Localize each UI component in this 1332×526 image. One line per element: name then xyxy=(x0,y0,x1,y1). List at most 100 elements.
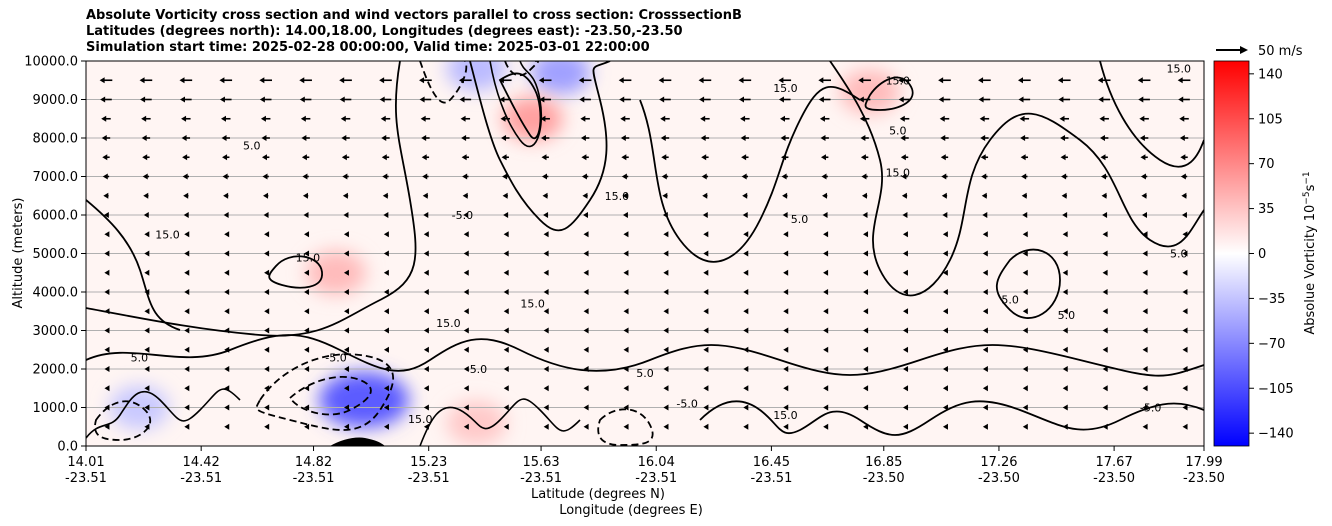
y-tick-label: 0.0 xyxy=(57,440,78,455)
wind-vector-head xyxy=(1142,423,1148,430)
wind-vector-head xyxy=(583,366,589,372)
y-tick-label: 1000.0 xyxy=(33,401,79,416)
wind-vector-head xyxy=(658,77,664,84)
wind-vector-head xyxy=(181,135,187,141)
wind-vector-head xyxy=(740,115,746,122)
wind-vector-head xyxy=(942,231,948,238)
wind-vector-head xyxy=(782,212,788,218)
wind-vector-head xyxy=(861,192,867,199)
wind-vector-head xyxy=(463,385,469,392)
wind-vector-head xyxy=(818,96,824,103)
wind-vector-head xyxy=(264,308,270,315)
wind-vector-head xyxy=(863,231,869,238)
wind-vector-head xyxy=(942,308,948,315)
wind-vector-head xyxy=(1062,289,1068,295)
x-tick-label-latitude: 15.63 xyxy=(522,455,559,470)
vorticity-feature xyxy=(319,371,410,428)
wind-vector-head xyxy=(980,135,986,141)
wind-vector-head xyxy=(703,404,709,411)
wind-vector-head xyxy=(104,423,110,430)
wind-vector-head xyxy=(422,192,428,199)
wind-vector-head xyxy=(542,173,548,180)
wind-vector-head xyxy=(141,135,147,141)
wind-vector-head xyxy=(304,366,310,372)
quiver-key-arrowhead xyxy=(1240,46,1248,54)
contour-line-negative xyxy=(288,376,372,416)
title-line-3: Simulation start time: 2025-02-28 00:00:… xyxy=(86,40,650,55)
wind-vector-head xyxy=(543,327,549,334)
wind-vector-head xyxy=(343,231,349,238)
wind-vector-head xyxy=(1022,404,1028,411)
wind-vector-head xyxy=(144,346,150,353)
wind-vector-head xyxy=(1102,385,1108,392)
contour-line xyxy=(498,72,542,139)
wind-vector-head xyxy=(503,231,509,238)
wind-vector-head xyxy=(383,346,389,353)
wind-vector-head xyxy=(860,154,866,161)
wind-vector-head xyxy=(863,423,869,430)
wind-vector-head xyxy=(703,346,709,353)
wind-vector-head xyxy=(1061,173,1067,180)
colorbar-tick-label: −105 xyxy=(1258,382,1294,397)
wind-vector-head xyxy=(423,327,429,334)
wind-vector-head xyxy=(902,269,908,276)
wind-vector-head xyxy=(982,269,988,276)
plot-area: 5.0 5.0 -5.0 15.0 15.0 -5.0 -5.0 15.0 15.0 15.0 5.… xyxy=(85,60,1205,447)
wind-vector-head xyxy=(259,96,265,103)
wind-vector-head xyxy=(184,346,190,353)
wind-vector-head xyxy=(1182,366,1188,372)
wind-vector-head xyxy=(104,308,110,315)
wind-vector-head xyxy=(420,115,426,122)
wind-vector-head xyxy=(264,231,270,238)
wind-vector-head xyxy=(343,250,349,257)
wind-vector-head xyxy=(499,96,505,103)
wind-vector-head xyxy=(260,115,266,122)
wind-vector-head xyxy=(783,250,789,257)
wind-vector-head xyxy=(703,327,709,334)
x-tick-label-longitude: -23.51 xyxy=(408,471,450,486)
wind-vector-head xyxy=(503,308,509,315)
wind-vector-head xyxy=(1060,135,1066,141)
wind-vector-head xyxy=(743,327,749,334)
wind-vector-head xyxy=(460,115,466,122)
wind-vector-head xyxy=(1018,96,1024,103)
wind-vector-head xyxy=(903,423,909,430)
wind-vector-head xyxy=(463,231,469,238)
wind-vector-head xyxy=(1059,115,1065,122)
wind-vector-head xyxy=(383,250,389,257)
wind-vector-head xyxy=(463,250,469,257)
contour-lines xyxy=(86,61,1204,446)
wind-vector-head xyxy=(583,231,589,238)
wind-vector-head xyxy=(304,385,310,392)
wind-vector-head xyxy=(1180,173,1186,180)
contour-line xyxy=(1099,61,1204,168)
wind-vector-head xyxy=(381,154,387,161)
wind-vector-head xyxy=(663,250,669,257)
wind-vector-head xyxy=(1062,269,1068,276)
x-tick-label-latitude: 17.99 xyxy=(1185,455,1222,470)
wind-vector-head xyxy=(982,289,988,295)
wind-vector-head xyxy=(583,404,589,411)
wind-vector-head xyxy=(343,269,349,276)
wind-vector-head xyxy=(1022,289,1028,295)
colorbar-tick-label: 105 xyxy=(1258,112,1283,127)
contour-label: 15.0 xyxy=(773,82,798,95)
wind-vector-head xyxy=(623,404,629,411)
wind-vector-head xyxy=(421,154,427,161)
wind-vector-head xyxy=(1102,250,1108,257)
wind-vector-head xyxy=(224,366,230,372)
wind-vector-head xyxy=(703,289,709,295)
wind-vector-head xyxy=(304,423,310,430)
wind-vector-head xyxy=(543,385,549,392)
wind-vector-head xyxy=(743,366,749,372)
wind-vector-head xyxy=(380,115,386,122)
wind-vector-head xyxy=(423,231,429,238)
wind-vector-head xyxy=(1182,385,1188,392)
wind-vector-head xyxy=(1022,308,1028,315)
wind-vector-head xyxy=(1022,269,1028,276)
wind-vector-head xyxy=(900,135,906,141)
wind-vector-head xyxy=(581,173,587,180)
wind-vector-head xyxy=(942,327,948,334)
wind-vector-head xyxy=(783,366,789,372)
wind-vector-head xyxy=(703,423,709,430)
